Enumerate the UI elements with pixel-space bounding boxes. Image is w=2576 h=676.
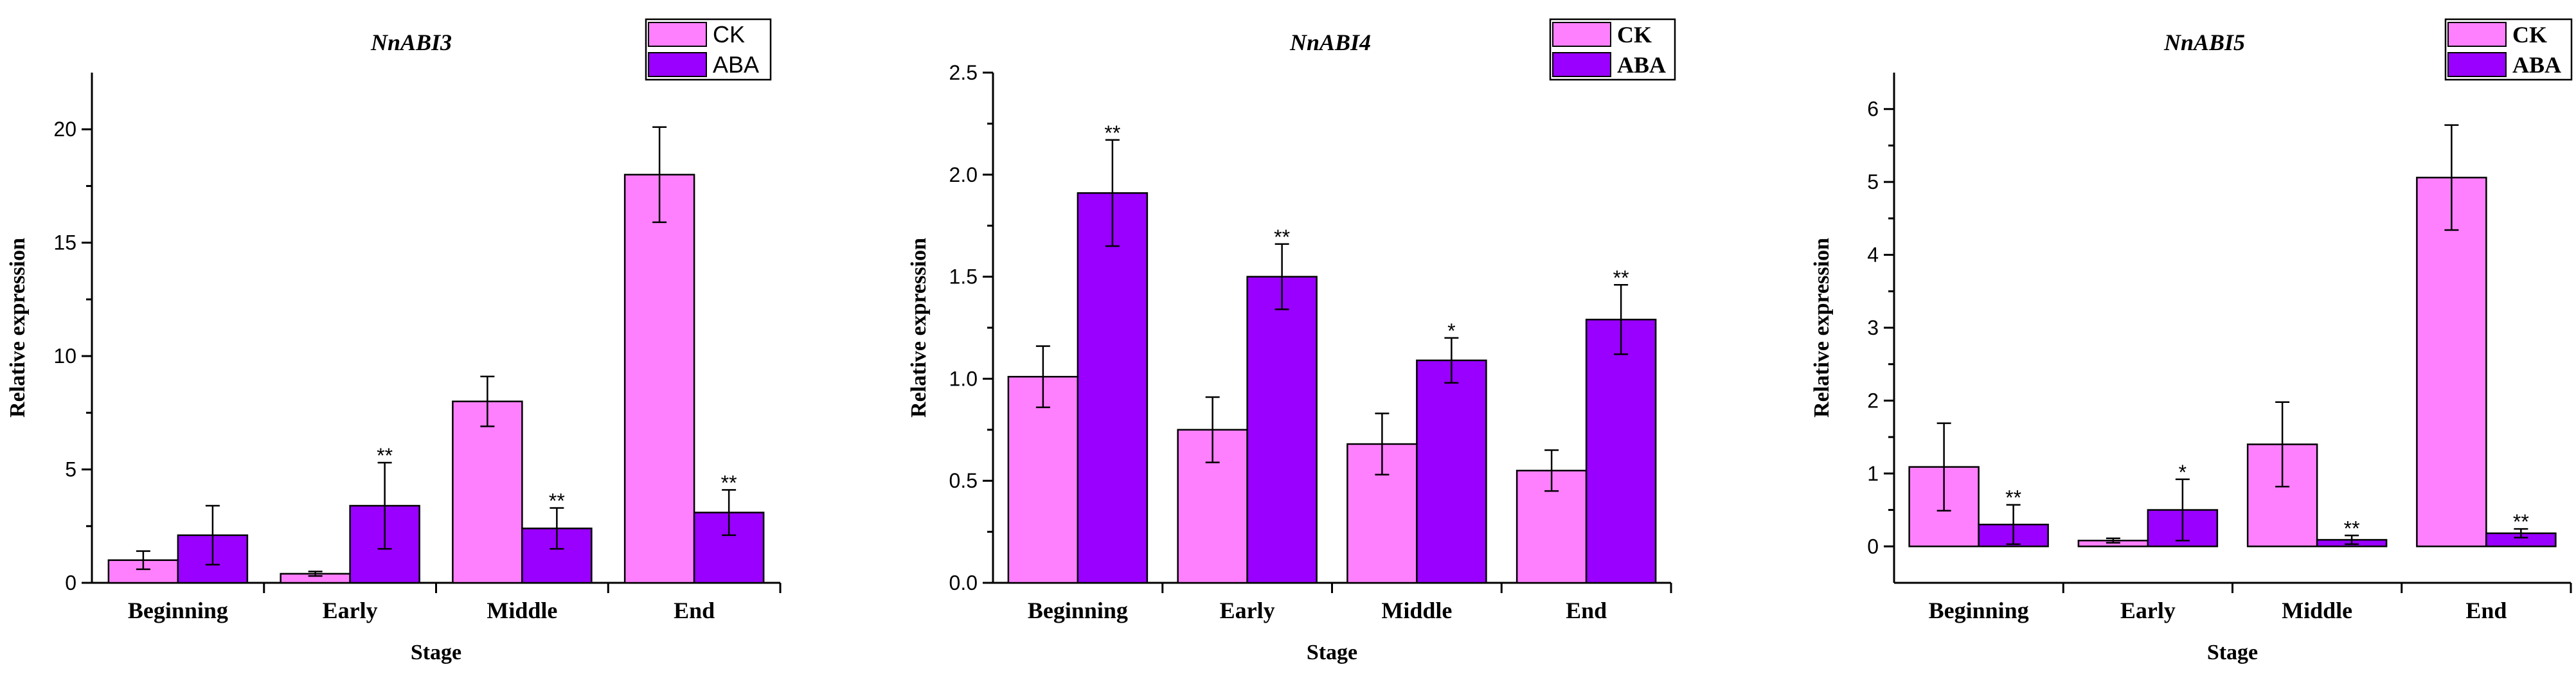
significance-label: **	[2005, 486, 2021, 510]
significance-label: **	[1274, 226, 1290, 249]
legend-swatch-ck	[648, 22, 707, 47]
chart-title: NnABI5	[2163, 30, 2245, 55]
x-category-label: End	[674, 598, 715, 623]
y-tick-label: 5	[65, 458, 76, 481]
chart-panel-1: NnABI3 0 5 10 15 20 Beginning Early ** Middle ** En…	[6, 18, 782, 664]
bar-aba-beginning	[1077, 192, 1149, 584]
x-category-label: End	[1566, 598, 1607, 623]
y-tick-label: 4	[1867, 244, 1879, 267]
legend-label: CK	[2512, 22, 2547, 48]
x-category-label: Middle	[487, 598, 557, 623]
chart-panel-2: NnABI4 0.0 0.5 1.0 1.5 2.0 2.5 Beginning ** Early…	[907, 18, 1676, 664]
legend-label: ABA	[2512, 52, 2561, 78]
significance-label: **	[2513, 510, 2529, 533]
y-tick-label: 5	[1867, 170, 1879, 193]
legend: CK ABA	[645, 18, 772, 81]
y-axis-title: Relative expression	[907, 238, 931, 418]
significance-label: **	[377, 444, 393, 467]
legend-label: CK	[1617, 22, 1652, 48]
chart-title: NnABI4	[1289, 30, 1371, 55]
significance-label: **	[1613, 266, 1629, 289]
y-tick-label: 20	[53, 118, 76, 141]
y-tick-label: 0	[1867, 535, 1879, 558]
x-category-label: Beginning	[1929, 598, 2029, 623]
x-category-label: Early	[1220, 598, 1275, 623]
y-axis-title: Relative expression	[1810, 238, 1834, 418]
bar-ck-middle	[452, 400, 523, 584]
x-category-label: Middle	[2282, 598, 2352, 623]
legend: CK ABA	[2444, 18, 2573, 81]
legend-swatch-aba	[648, 52, 707, 77]
bar-ck-end	[2416, 177, 2487, 547]
bar-ck-beginning	[1007, 375, 1079, 584]
chart-panel-3: NnABI5 0 1 2 3 4 5 6 Beginning ** Early * Middle ** En…	[1810, 18, 2573, 664]
significance-label: **	[721, 471, 737, 494]
legend-swatch-ck	[1552, 22, 1611, 47]
y-tick-label: 2	[1867, 389, 1879, 412]
x-category-label: End	[2465, 598, 2507, 623]
y-tick-label: 2.5	[949, 61, 978, 84]
significance-label: **	[2344, 517, 2360, 540]
legend-label: ABA	[1617, 52, 1666, 78]
y-tick-label: 15	[53, 231, 76, 254]
x-axis-title: Stage	[1307, 641, 1357, 664]
y-tick-label: 1	[1867, 462, 1879, 485]
legend-label: CK	[713, 21, 745, 48]
significance-label: *	[1447, 319, 1455, 342]
x-category-label: Middle	[1381, 598, 1452, 623]
bar-aba-early	[1246, 276, 1318, 584]
y-axis-title: Relative expression	[6, 238, 30, 418]
y-tick-label: 0	[65, 571, 76, 594]
y-tick-label: 2.0	[949, 163, 978, 186]
y-tick-label: 6	[1867, 98, 1879, 121]
x-category-label: Beginning	[1028, 598, 1128, 623]
y-tick-label: 1.0	[949, 367, 978, 390]
bar-aba-end	[1585, 319, 1657, 584]
x-axis-title: Stage	[411, 641, 461, 664]
legend-swatch-ck	[2447, 22, 2507, 47]
bar-ck-end	[623, 173, 695, 584]
legend: CK ABA	[1549, 18, 1676, 81]
y-tick-label: 3	[1867, 316, 1879, 339]
significance-label: **	[1104, 121, 1120, 145]
y-tick-label: 0.5	[949, 469, 978, 492]
y-tick-label: 1.5	[949, 265, 978, 289]
chart-title: NnABI3	[370, 30, 452, 55]
y-tick-label: 0.0	[949, 571, 978, 594]
significance-label: **	[549, 490, 565, 513]
x-axis-title: Stage	[2207, 641, 2258, 664]
significance-label: *	[2179, 461, 2187, 484]
x-category-label: Early	[323, 598, 378, 623]
x-category-label: Beginning	[128, 598, 228, 623]
legend-swatch-aba	[1552, 52, 1611, 77]
bar-aba-middle	[1416, 359, 1487, 584]
legend-swatch-aba	[2447, 52, 2507, 77]
x-category-label: Early	[2120, 598, 2176, 623]
legend-label: ABA	[713, 51, 759, 78]
y-tick-label: 10	[53, 344, 76, 368]
